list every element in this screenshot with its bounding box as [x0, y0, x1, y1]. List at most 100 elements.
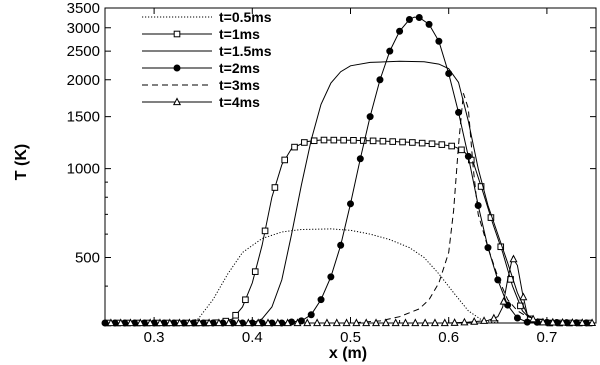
series-marker: [405, 15, 413, 23]
series-marker: [332, 318, 341, 327]
series-marker: [415, 14, 423, 22]
series-marker: [519, 292, 528, 301]
series-marker: [303, 318, 312, 327]
series-layer: [101, 14, 597, 327]
series-marker: [175, 318, 184, 327]
series-marker: [386, 47, 394, 55]
series-marker: [445, 69, 453, 77]
series-marker: [548, 317, 557, 326]
series-marker: [568, 318, 577, 326]
series-marker: [484, 244, 492, 252]
series-marker: [242, 296, 249, 304]
legend-label: t=2ms: [219, 60, 260, 76]
series-marker: [381, 318, 390, 327]
series-marker: [271, 184, 279, 191]
series-marker: [458, 146, 465, 154]
series-t=4ms: [105, 254, 597, 327]
series-marker: [529, 314, 538, 323]
series-line: [105, 60, 597, 324]
series-marker: [352, 318, 361, 327]
series-marker: [205, 318, 214, 327]
series-marker: [440, 318, 449, 327]
series-marker: [342, 318, 351, 327]
series-marker: [474, 202, 482, 210]
series-marker: [372, 318, 381, 327]
y-tick-label: 3500: [67, 0, 100, 17]
series-line: [105, 256, 597, 324]
y-axis-title: T (K): [13, 144, 30, 180]
series-marker: [359, 137, 367, 144]
series-marker: [244, 318, 253, 327]
y-tick-label: 3000: [67, 20, 100, 37]
x-tick-label: 0.6: [438, 329, 459, 346]
legend-label: t=1ms: [219, 26, 260, 42]
series-marker: [337, 241, 345, 249]
series-marker: [376, 76, 384, 84]
x-tick-label: 0.5: [340, 329, 361, 346]
series-marker: [464, 152, 472, 160]
series-marker: [391, 318, 400, 327]
y-tick-label: 1000: [67, 161, 100, 178]
series-marker: [480, 316, 489, 324]
series-marker: [356, 155, 364, 163]
series-marker: [106, 318, 115, 327]
series-marker: [366, 113, 374, 121]
series-marker: [396, 27, 404, 35]
series-marker: [195, 318, 204, 327]
series-marker: [430, 318, 439, 327]
series-marker: [317, 296, 325, 304]
series-marker: [234, 318, 243, 327]
series-marker: [136, 318, 145, 327]
series-marker: [165, 318, 174, 327]
series-marker: [418, 139, 426, 147]
legend-label: t=1.5ms: [219, 43, 272, 59]
y-tick-label: 2000: [67, 72, 100, 89]
series-marker: [126, 318, 135, 327]
series-marker: [399, 138, 406, 146]
series-marker: [369, 137, 377, 145]
series-marker: [438, 141, 446, 148]
series-marker: [578, 318, 587, 326]
series-marker: [538, 317, 547, 326]
series-marker: [499, 296, 508, 305]
series-marker: [155, 318, 165, 327]
series-marker: [411, 318, 420, 327]
series-marker: [513, 314, 521, 322]
series-marker: [281, 156, 289, 164]
series-marker: [293, 318, 302, 327]
series-marker: [273, 318, 282, 327]
series-marker: [301, 139, 308, 146]
series-marker: [455, 108, 463, 116]
x-axis-title: x (m): [329, 345, 367, 362]
series-marker: [340, 136, 347, 144]
series-marker: [362, 318, 371, 327]
series-marker: [320, 136, 328, 144]
series-marker: [477, 183, 485, 190]
series-marker: [330, 136, 338, 144]
series-marker: [307, 311, 315, 319]
series-marker: [489, 313, 498, 322]
series-marker: [146, 318, 155, 327]
series-marker: [224, 318, 233, 327]
series-marker: [254, 318, 263, 327]
series-marker: [509, 254, 518, 263]
series-marker: [214, 318, 223, 327]
y-tick-label: 2500: [67, 43, 100, 60]
series-marker: [421, 318, 430, 327]
series-marker: [261, 227, 269, 235]
series-marker: [558, 317, 567, 326]
series-marker: [401, 318, 410, 327]
series-marker: [379, 137, 387, 145]
series-marker: [185, 318, 194, 327]
series-marker: [588, 318, 597, 327]
series-marker: [322, 318, 331, 327]
series-marker: [409, 139, 416, 146]
legend-marker: [173, 30, 181, 38]
series-marker: [116, 318, 125, 327]
series-marker: [448, 142, 455, 150]
series-marker: [350, 137, 357, 144]
series-marker: [347, 200, 354, 208]
series-marker: [450, 318, 459, 326]
series-marker: [291, 143, 298, 151]
